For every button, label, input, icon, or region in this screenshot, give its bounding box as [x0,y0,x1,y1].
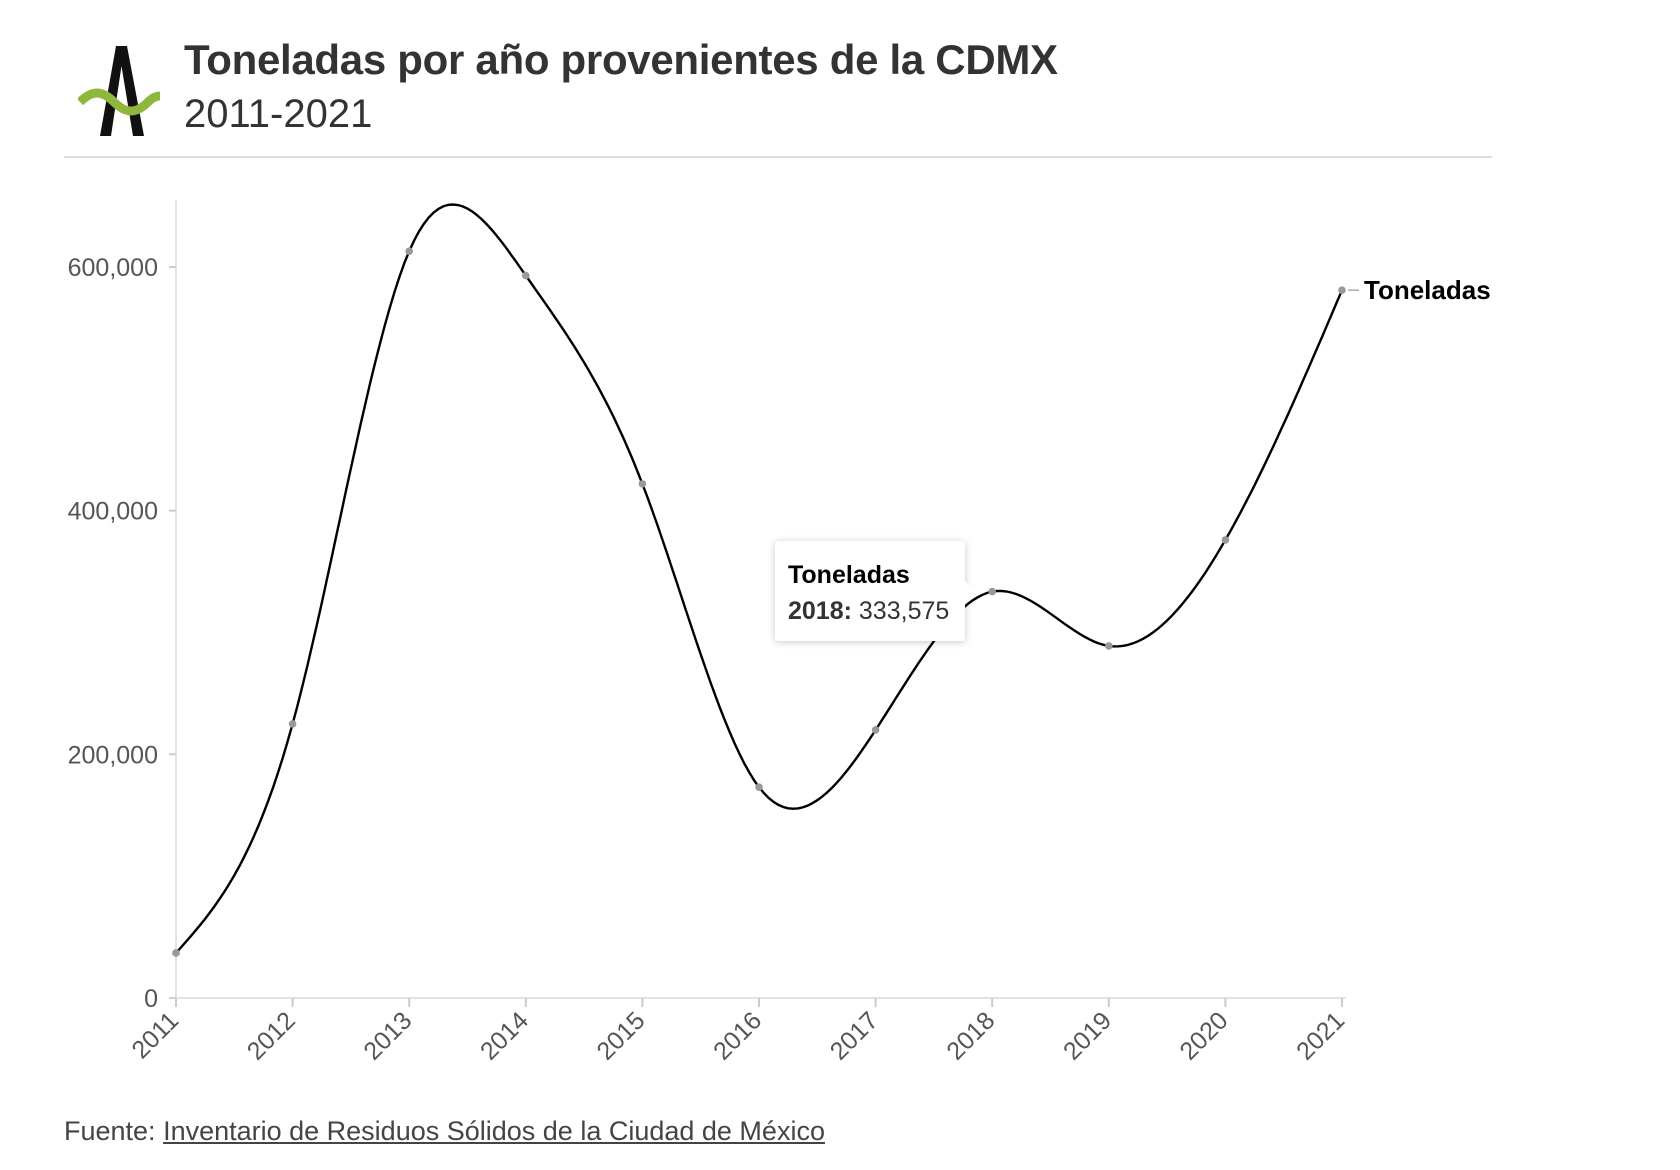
footer-prefix: Fuente: [64,1116,164,1146]
x-tick-label: 2020 [1175,1006,1234,1065]
x-tick-label: 2018 [941,1006,1000,1065]
data-point-2012[interactable] [288,720,297,728]
y-tick-label: 600,000 [68,254,158,282]
series-end-label-group: Toneladas [1348,275,1491,305]
data-point-2015[interactable] [638,480,647,488]
chart-axes [175,200,1346,999]
chart-header: Toneladas por año provenientes de la CDM… [64,36,1492,158]
y-axis-ticks: 0 200,000 400,000 600,000 [68,254,176,1013]
data-point-2016[interactable] [755,783,763,792]
chart-footer: Fuente: Inventario de Residuos Sólidos d… [64,1116,825,1147]
x-tick-label: 2015 [592,1006,651,1065]
x-tick-label: 2012 [242,1006,301,1065]
x-tick-label: 2014 [475,1006,534,1065]
logo-icon [78,46,161,136]
tooltip-series-name: Toneladas [788,561,910,589]
data-point-2011[interactable] [172,949,180,957]
source-link[interactable]: Inventario de Residuos Sólidos de la Ciu… [163,1116,825,1146]
chart-title: Toneladas por año provenientes de la CDM… [184,36,1058,83]
data-point-2021[interactable] [1338,286,1346,294]
x-tick-label: 2016 [708,1006,767,1065]
x-tick-label: 2017 [825,1006,884,1065]
x-tick-label: 2013 [358,1006,417,1065]
series-markers [172,247,1346,957]
data-point-2014[interactable] [522,271,530,280]
y-tick-label: 200,000 [68,741,158,769]
x-tick-label: 2019 [1058,1006,1117,1065]
x-tick-label: 2011 [126,1006,184,1064]
hover-tooltip: Toneladas 2018: 333,575 [775,541,976,641]
x-axis-ticks: 2011 2012 2013 2014 2015 2016 2017 2018 2019 2020… [126,998,1350,1066]
data-point-2013[interactable] [405,247,414,255]
data-point-2018[interactable] [988,587,996,596]
data-point-2017[interactable] [871,726,880,734]
y-tick-label: 0 [144,985,158,1013]
series-end-label: Toneladas [1364,275,1491,305]
data-point-2019[interactable] [1105,642,1113,650]
series-line-toneladas [175,203,1344,954]
data-point-2020[interactable] [1221,536,1230,544]
x-tick-label: 2021 [1291,1006,1350,1065]
tooltip-year: 2018: [788,597,852,625]
tooltip-value-line: 2018: 333,575 [788,597,949,626]
tooltip-value: 333,575 [858,597,950,625]
chart-subtitle: 2011-2021 [184,92,373,136]
y-tick-label: 400,000 [68,498,158,526]
